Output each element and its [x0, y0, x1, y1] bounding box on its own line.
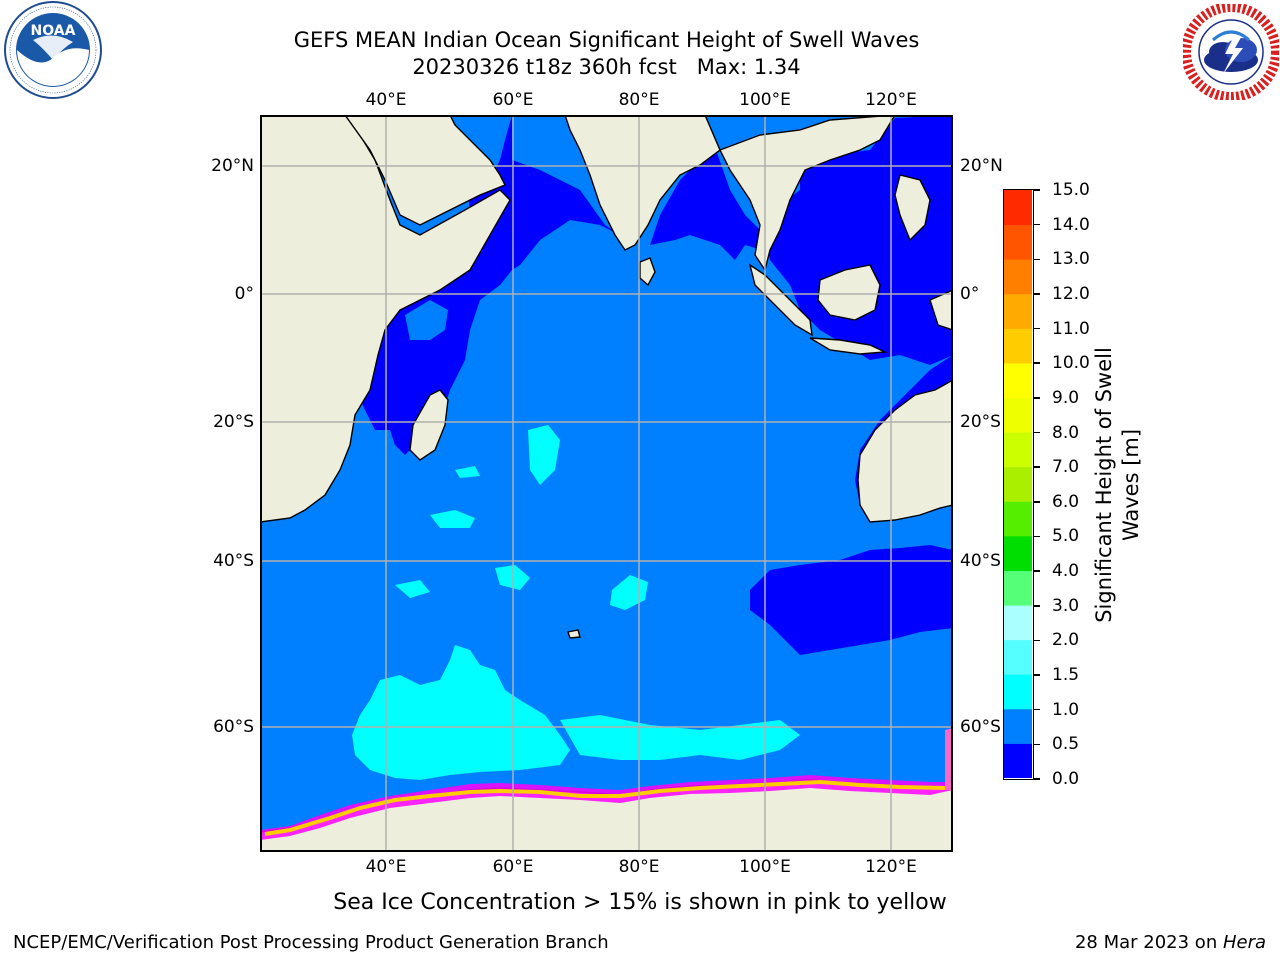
lon-tick-bottom-120e: 120°E — [865, 857, 917, 877]
lon-tick-bottom-80e: 80°E — [618, 857, 660, 877]
colorbar-tick-label: 9.0 — [1052, 387, 1080, 408]
colorbar-tick-mark — [1034, 293, 1040, 295]
colorbar-tick-label: 0.5 — [1052, 734, 1080, 755]
colorbar-swatch-6 — [1004, 535, 1032, 571]
footer-right: 28 Mar 2023 on Hera — [1075, 932, 1266, 953]
colorbar-tick-mark — [1034, 431, 1040, 434]
lat-tick-right-20n: 20°N — [960, 156, 1003, 176]
colorbar-tick-mark — [1034, 778, 1040, 780]
lon-tick-top-60e: 60°E — [492, 90, 534, 110]
colorbar-swatch-13 — [1004, 293, 1032, 329]
colorbar-tick-label: 2.0 — [1052, 630, 1080, 651]
colorbar-tick-mark — [1034, 605, 1040, 607]
sea-ice-band — [262, 728, 951, 840]
lat-tick-right-40s: 40°S — [960, 551, 1001, 571]
colorbar-tick-label: 0.0 — [1052, 769, 1080, 789]
lon-tick-top-40e: 40°E — [365, 90, 407, 110]
colorbar-swatch-9 — [1004, 432, 1032, 468]
colorbar-label-line2: Waves [m] — [1119, 428, 1143, 542]
colorbar-tick-mark — [1034, 189, 1040, 191]
colorbar-swatch-1 — [1004, 708, 1032, 744]
colorbar-tick-mark — [1034, 223, 1040, 226]
colorbar-tick-label: 1.5 — [1052, 665, 1080, 686]
colorbar-tick-mark — [1034, 535, 1040, 538]
colorbar-tick-label: 6.0 — [1052, 491, 1080, 512]
lon-tick-top-120e: 120°E — [865, 90, 917, 110]
colorbar-swatch-2 — [1004, 674, 1032, 710]
lat-tick-right-60s: 60°S — [960, 717, 1001, 737]
lat-tick-left-20s: 20°S — [213, 412, 254, 432]
colorbar-swatch-11 — [1004, 362, 1032, 399]
colorbar-tick-mark — [1034, 570, 1040, 572]
footer-left: NCEP/EMC/Verification Post Processing Pr… — [13, 932, 609, 953]
colorbar-tick-label: 4.0 — [1052, 561, 1080, 582]
colorbar-swatch-10 — [1004, 397, 1032, 433]
lat-tick-right-0: 0° — [960, 284, 980, 304]
colorbar-swatch-14 — [1004, 259, 1032, 295]
map-grid — [262, 117, 951, 850]
colorbar-swatch-4 — [1004, 605, 1032, 641]
sea-ice-caption: Sea Ice Concentration > 15% is shown in … — [333, 890, 947, 915]
colorbar-swatch-7 — [1004, 501, 1032, 537]
chart-subtitle: 20230326 t18z 360h fcst Max: 1.34 — [412, 55, 801, 79]
footer-host: Hera — [1222, 932, 1266, 953]
lon-tick-bottom-100e: 100°E — [739, 857, 791, 877]
colorbar-tick-label: 13.0 — [1052, 249, 1090, 270]
colorbar-label-line1: Significant Height of Swell — [1092, 347, 1116, 623]
colorbar-tick-mark — [1034, 397, 1040, 399]
noaa-logo: NOAA — [4, 1, 102, 99]
colorbar-tick-label: 3.0 — [1052, 595, 1080, 616]
lon-tick-bottom-60e: 60°E — [492, 857, 534, 877]
colorbar-tick-label: 5.0 — [1052, 526, 1080, 547]
colorbar — [1003, 189, 1034, 780]
lat-tick-left-40s: 40°S — [213, 551, 254, 571]
colorbar-tick-mark — [1034, 674, 1040, 676]
colorbar-tick-mark — [1034, 327, 1040, 330]
colorbar-label: Significant Height of Swell Waves [m] — [1091, 347, 1145, 623]
colorbar-swatch-15 — [1004, 224, 1032, 260]
colorbar-swatch-3 — [1004, 639, 1032, 675]
lat-tick-left-60s: 60°S — [213, 717, 254, 737]
colorbar-tick-label: 12.0 — [1052, 283, 1090, 304]
colorbar-tick-label: 8.0 — [1052, 422, 1080, 443]
colorbar-swatch-12 — [1004, 328, 1032, 364]
colorbar-swatch-8 — [1004, 466, 1032, 502]
map-svg — [262, 117, 951, 850]
footer-date: 28 Mar 2023 on — [1074, 932, 1223, 953]
lon-tick-top-100e: 100°E — [739, 90, 791, 110]
lat-tick-left-20n: 20°N — [211, 156, 254, 176]
lat-tick-left-0: 0° — [234, 284, 254, 304]
colorbar-tick-label: 7.0 — [1052, 457, 1080, 478]
colorbar-swatches — [1004, 190, 1032, 778]
noaa-logo-text: NOAA — [31, 23, 76, 39]
map-panel — [260, 115, 953, 852]
colorbar-tick-mark — [1034, 743, 1040, 746]
lon-tick-bottom-40e: 40°E — [365, 857, 407, 877]
colorbar-tick-mark — [1034, 639, 1040, 642]
colorbar-tick-label: 1.0 — [1052, 699, 1080, 720]
colorbar-swatch-16 — [1004, 190, 1032, 226]
lon-tick-top-80e: 80°E — [618, 90, 660, 110]
colorbar-tick-label: 11.0 — [1052, 318, 1090, 339]
lat-tick-right-20s: 20°S — [960, 412, 1001, 432]
colorbar-tick-mark — [1034, 362, 1040, 364]
colorbar-tick-mark — [1034, 258, 1040, 261]
colorbar-swatch-5 — [1004, 570, 1032, 606]
nws-logo — [1183, 4, 1279, 100]
colorbar-tick-mark — [1034, 708, 1040, 711]
chart-title: GEFS MEAN Indian Ocean Significant Heigh… — [293, 28, 920, 52]
colorbar-tick-mark — [1034, 466, 1040, 468]
colorbar-swatch-0 — [1004, 743, 1032, 778]
colorbar-tick-label: 15.0 — [1052, 180, 1090, 200]
colorbar-tick-label: 14.0 — [1052, 214, 1090, 235]
colorbar-tick-label: 10.0 — [1052, 353, 1090, 374]
colorbar-tick-mark — [1034, 501, 1040, 503]
